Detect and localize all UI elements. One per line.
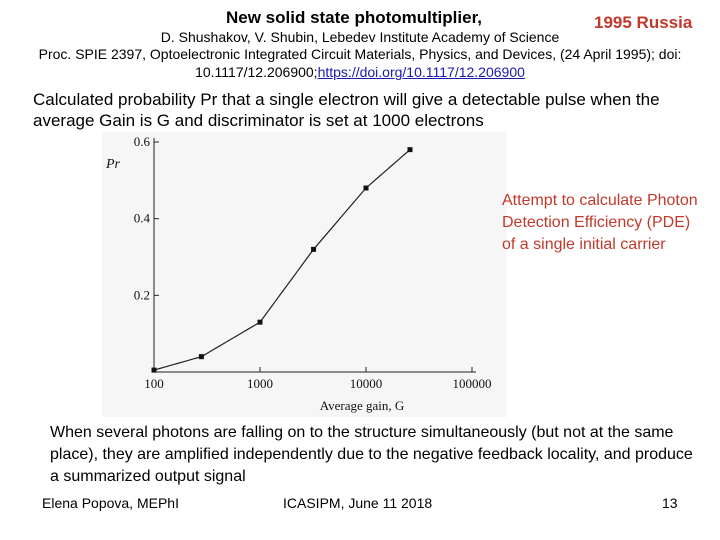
data-point	[407, 147, 413, 153]
side-note: Attempt to calculate Photon Detection Ef…	[502, 192, 698, 253]
x-tick-label: 1000	[247, 376, 273, 391]
x-tick-label: 100000	[453, 376, 492, 391]
y-tick-label: 0.2	[134, 287, 150, 302]
slide-title: New solid state photomultiplier,	[0, 8, 720, 28]
citation-doi: 10.1117/12.206900;	[195, 64, 318, 80]
x-axis-label: Average gain, G	[320, 398, 405, 413]
data-point	[311, 246, 317, 252]
data-point	[363, 185, 369, 191]
year-country-label: 1995 Russia	[594, 13, 693, 32]
page-number: 13	[662, 495, 678, 511]
title-text: New solid state photomultiplier,	[226, 8, 482, 27]
doi-link[interactable]: https://doi.org/10.1117/12.206900	[317, 64, 525, 80]
data-point	[198, 354, 204, 360]
x-tick-label: 100	[144, 376, 164, 391]
body-text: When several photons are falling on to t…	[50, 424, 693, 485]
data-point	[257, 319, 263, 325]
footer-conference: ICASIPM, June 11 2018	[283, 495, 433, 511]
authors-line: D. Shushakov, V. Shubin, Lebedev Institu…	[160, 29, 560, 45]
data-point	[151, 367, 157, 373]
citation-text: Proc. SPIE 2397, Optoelectronic Integrat…	[38, 46, 682, 62]
y-tick-label: 0.6	[134, 134, 151, 149]
section-heading: Calculated probability Pr that a single …	[33, 90, 660, 130]
y-tick-label: 0.4	[134, 211, 151, 226]
citation: Proc. SPIE 2397, Optoelectronic Integrat…	[20, 45, 700, 81]
footer-author: Elena Popova, MEPhI	[42, 495, 179, 511]
probability-chart: 0.2 0.4 0.6 100 1000 10000 100000 Pr Average g…	[102, 132, 507, 417]
y-axis-label: Pr	[105, 157, 121, 172]
x-tick-label: 10000	[350, 376, 383, 391]
chart-background	[102, 132, 507, 417]
series-curve	[153, 149, 411, 371]
